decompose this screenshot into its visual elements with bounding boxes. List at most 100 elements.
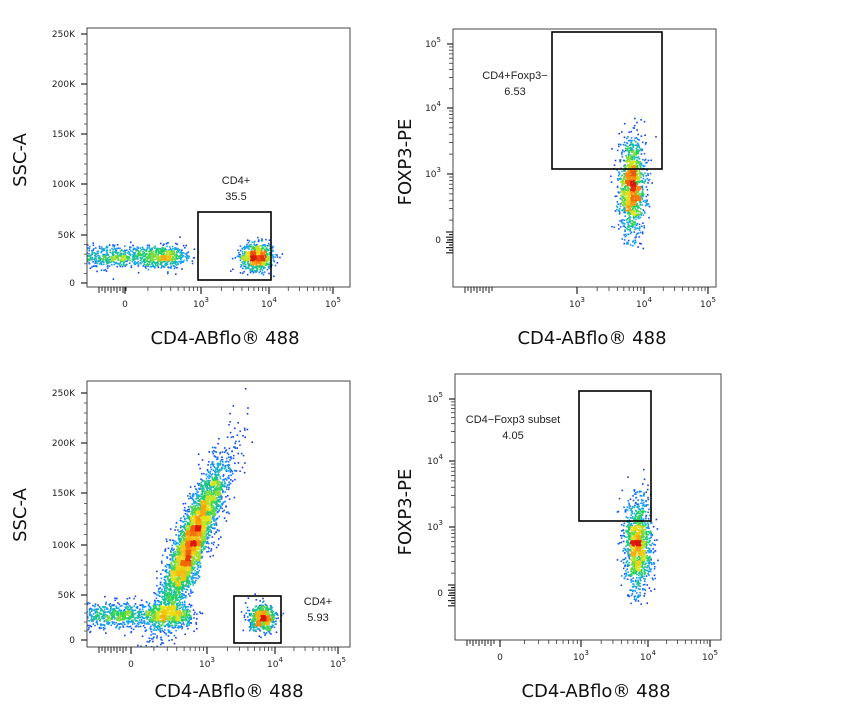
event-dot <box>123 258 126 260</box>
event-dot <box>89 613 91 616</box>
event-dot <box>73 610 75 612</box>
gate-rectangle[interactable] <box>197 211 272 281</box>
event-dot <box>187 621 189 624</box>
event-dot <box>79 251 81 253</box>
event-dot <box>622 209 624 211</box>
event-dot <box>73 627 75 629</box>
event-dot <box>218 529 220 532</box>
event-dot <box>628 182 630 184</box>
event-dot <box>85 616 87 618</box>
event-dot <box>172 557 174 559</box>
event-dot <box>155 597 158 600</box>
event-dot <box>94 257 96 259</box>
event-dot <box>176 261 178 264</box>
gate-rectangle[interactable] <box>551 31 663 170</box>
event-dot <box>644 204 647 207</box>
event-dot <box>151 265 154 267</box>
event-dot <box>94 603 97 605</box>
event-dot <box>105 258 107 261</box>
event-dot <box>201 551 203 554</box>
event-dot <box>92 609 95 611</box>
event-dot <box>269 247 271 250</box>
event-dot <box>110 624 113 627</box>
event-dot <box>212 554 214 557</box>
event-dot <box>120 264 123 266</box>
event-dot <box>152 265 155 267</box>
event-dot <box>196 497 199 499</box>
event-dot <box>164 550 167 552</box>
event-dot <box>156 637 158 639</box>
event-dot <box>212 469 215 472</box>
event-dot <box>112 245 114 247</box>
event-dot <box>67 606 69 608</box>
event-dot <box>109 612 111 614</box>
event-dot <box>162 255 165 257</box>
event-dot <box>169 550 172 552</box>
event-dot <box>174 529 176 531</box>
event-dot <box>58 612 60 614</box>
event-dot <box>178 257 181 259</box>
event-dot <box>175 534 177 536</box>
event-dot <box>635 151 637 153</box>
event-dot <box>85 262 87 264</box>
event-dot <box>186 622 189 625</box>
event-dot <box>103 248 105 250</box>
event-dot <box>168 567 171 569</box>
event-dot <box>625 147 627 150</box>
event-dot <box>622 225 625 227</box>
event-dot <box>126 263 128 266</box>
event-dot <box>199 467 201 470</box>
event-dot <box>189 492 191 495</box>
event-dot <box>176 251 178 253</box>
event-dot <box>188 603 191 606</box>
event-dot <box>628 160 630 162</box>
event-dot <box>55 257 57 259</box>
event-dot <box>215 524 218 526</box>
event-dot <box>166 263 169 266</box>
event-dot <box>132 609 134 612</box>
event-dot <box>243 263 245 265</box>
event-dot <box>173 257 176 260</box>
event-dot <box>243 246 245 249</box>
event-dot <box>618 208 621 210</box>
event-dot <box>248 613 251 615</box>
event-dot <box>626 148 628 150</box>
event-dot <box>177 263 179 265</box>
event-dot <box>154 655 156 657</box>
event-dot <box>188 585 190 587</box>
event-dot <box>165 623 168 626</box>
event-dot <box>638 164 641 166</box>
event-dot <box>195 498 197 500</box>
event-dot <box>214 523 217 526</box>
event-dot <box>627 177 630 180</box>
event-dot <box>631 188 634 191</box>
event-dot <box>629 230 631 232</box>
event-dot <box>173 254 176 257</box>
event-dot <box>133 255 136 257</box>
event-dot <box>257 255 260 257</box>
event-dot <box>213 446 216 449</box>
event-dot <box>647 182 649 184</box>
event-dot <box>142 253 145 255</box>
event-dot <box>188 621 191 624</box>
event-dot <box>102 617 104 620</box>
event-dot <box>132 612 134 615</box>
event-dot <box>133 605 135 607</box>
event-dot <box>177 534 180 537</box>
event-dot <box>219 460 222 463</box>
event-dot <box>632 171 634 174</box>
event-dot <box>157 248 159 250</box>
event-dot <box>128 597 131 599</box>
event-dot <box>166 245 168 248</box>
event-dot <box>616 206 619 209</box>
event-dot <box>227 456 230 458</box>
event-dot <box>72 256 74 258</box>
event-dot <box>132 248 135 251</box>
event-dot <box>633 242 636 245</box>
event-dot <box>90 619 92 621</box>
event-dot <box>181 520 183 522</box>
event-dot <box>266 263 269 265</box>
event-dot <box>66 261 68 263</box>
event-dot <box>632 210 635 212</box>
event-dot <box>106 614 108 617</box>
